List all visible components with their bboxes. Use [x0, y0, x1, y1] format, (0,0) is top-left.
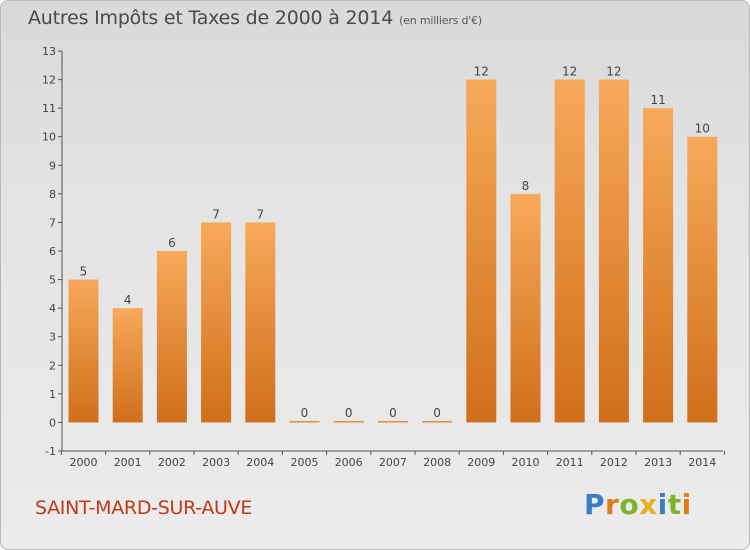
x-tick-label: 2007	[379, 456, 407, 469]
x-tick-label: 2009	[467, 456, 495, 469]
x-tick-label: 2011	[556, 456, 584, 469]
brand-letter: t	[667, 488, 682, 521]
x-tick-label: 2012	[600, 456, 628, 469]
x-tick-label: 2008	[423, 456, 451, 469]
brand-letter: x	[639, 488, 658, 521]
x-tick-label: 2003	[202, 456, 230, 469]
y-tick-label: 0	[49, 416, 56, 429]
chart-title: Autres Impôts et Taxes de 2000 à 2014 (en…	[28, 7, 482, 29]
data-label: 12	[562, 65, 577, 79]
data-label: 0	[433, 406, 441, 420]
y-tick-label: 8	[49, 188, 56, 201]
data-label: 7	[212, 207, 220, 221]
brand-letter: i	[657, 488, 668, 521]
y-tick-label: 9	[49, 159, 56, 172]
commune-name: SAINT-MARD-SUR-AUVE	[35, 497, 253, 519]
bar-2014	[687, 136, 718, 423]
bar-2000	[68, 279, 99, 423]
data-label: 7	[256, 207, 264, 221]
data-label: 0	[345, 406, 353, 420]
y-tick-label: 1	[49, 388, 56, 401]
x-tick-label: 2005	[291, 456, 319, 469]
bar-2011	[554, 79, 585, 423]
data-label: 12	[474, 65, 489, 79]
title-text: Autres Impôts et Taxes de 2000 à 2014	[28, 7, 394, 29]
x-tick-label: 2014	[688, 456, 716, 469]
bar-2003	[201, 222, 232, 423]
data-label: 8	[522, 179, 530, 193]
bar-2001	[112, 308, 143, 423]
brand-letter: P	[584, 488, 606, 521]
data-labels: 2000 5 2001 4 2002 6 2003 7 2004 7 2005 0 2006 0 2007 0…	[70, 65, 717, 469]
data-label: 6	[168, 236, 176, 250]
x-tick-label: 2001	[114, 456, 142, 469]
bar-2009	[466, 79, 497, 423]
bar-2010	[510, 193, 541, 423]
data-label: 4	[124, 293, 132, 307]
bar-2005	[289, 420, 320, 423]
y-tick-label: 4	[49, 302, 56, 315]
bar-2004	[245, 222, 276, 423]
y-tick-label: 3	[49, 331, 56, 344]
y-tick-label: 12	[42, 74, 56, 87]
x-tick-label: 2010	[512, 456, 540, 469]
x-tick-label: 2000	[70, 456, 98, 469]
brand-logo: Proxiti	[584, 488, 692, 521]
y-tick-label: 5	[49, 274, 56, 287]
x-tick-label: 2004	[246, 456, 274, 469]
y-tick-label: 13	[42, 45, 56, 58]
y-tick-label: 2	[49, 359, 56, 372]
brand-letter: i	[681, 488, 692, 521]
bar-2008	[422, 420, 453, 423]
bar-2013	[643, 108, 674, 423]
brand-letter: o	[619, 488, 640, 521]
data-label: 5	[80, 265, 88, 279]
bar-2007	[377, 420, 408, 423]
y-tick-label: -1	[45, 445, 56, 458]
bars	[68, 79, 718, 423]
bar-2002	[156, 251, 187, 423]
data-label: 11	[650, 93, 665, 107]
data-label: 0	[301, 406, 309, 420]
y-tick-label: 6	[49, 245, 56, 258]
y-tick-label: 11	[42, 102, 56, 115]
data-label: 12	[606, 65, 621, 79]
y-tick-label: 7	[49, 216, 56, 229]
title-unit: (en milliers d'€)	[399, 14, 482, 27]
y-tick-label: 10	[42, 131, 56, 144]
data-label: 10	[695, 122, 710, 136]
bar-2012	[598, 79, 629, 423]
bar-2006	[333, 420, 364, 423]
x-tick-label: 2006	[335, 456, 363, 469]
x-tick-label: 2002	[158, 456, 186, 469]
x-tick-label: 2013	[644, 456, 672, 469]
data-label: 0	[389, 406, 397, 420]
brand-letter: r	[605, 488, 620, 521]
